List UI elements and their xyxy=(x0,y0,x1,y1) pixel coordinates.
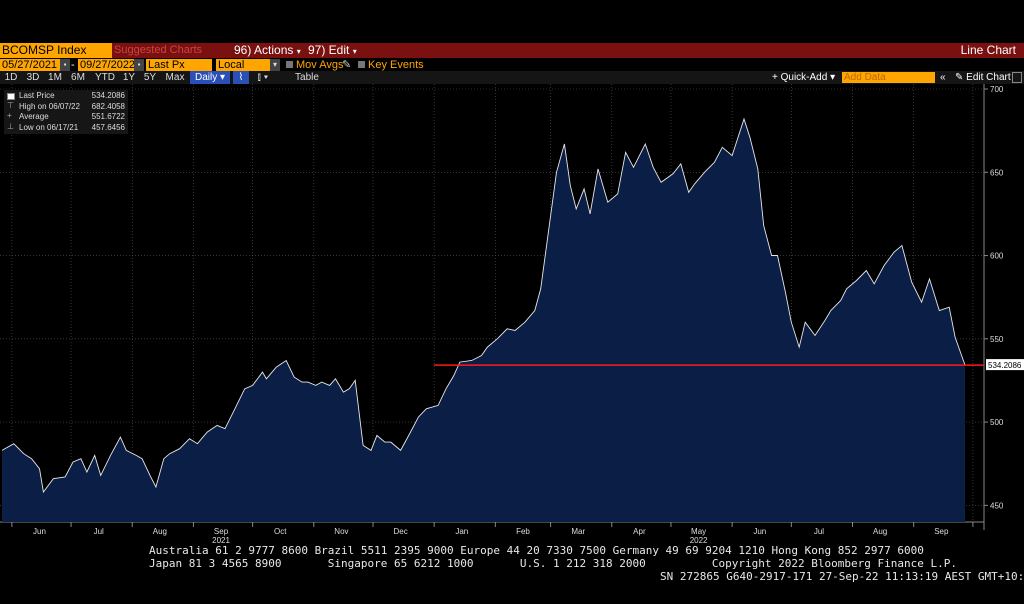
x-tick-label: Jan xyxy=(455,527,468,536)
x-tick-label: Aug xyxy=(153,527,167,536)
x-tick-label: Jun xyxy=(33,527,46,536)
price-chart: 450 500 550 600 650 700 534.2086 Jun Jul Aug Sep O… xyxy=(0,84,1024,545)
x-tick-label: Sep xyxy=(934,527,949,536)
range-3d-button[interactable]: 3D xyxy=(26,72,40,83)
legend-high-label: High on 06/07/22 xyxy=(19,101,80,111)
edit-label: 97) Edit xyxy=(308,43,350,57)
ticker-input[interactable]: BCOMSP Index xyxy=(0,43,112,58)
y-tick-label: 650 xyxy=(990,168,1004,177)
legend-low-value: 457.6456 xyxy=(91,122,125,132)
range-bar xyxy=(0,71,1024,84)
end-date-field[interactable]: 09/27/2022 xyxy=(78,59,136,71)
mov-avgs-label[interactable]: Mov Avgs xyxy=(296,59,344,71)
legend-last-label: Last Price xyxy=(19,91,55,100)
key-events-checkbox[interactable] xyxy=(358,61,365,68)
x-tick-label: Jul xyxy=(814,527,824,536)
x-tick-label: Mar xyxy=(571,527,585,536)
period-select[interactable]: Daily ▾ xyxy=(190,71,230,84)
x-tick-label: Oct xyxy=(274,527,287,536)
average-marker-icon: + xyxy=(7,111,12,120)
y-tick-label: 700 xyxy=(990,85,1004,94)
legend-avg-label: Average xyxy=(19,112,49,121)
last-price-label: 534.2086 xyxy=(988,361,1022,370)
x-tick-label: Jun xyxy=(753,527,766,536)
footer-session-info: SN 272865 G640-2917-171 27-Sep-22 11:13:… xyxy=(660,570,1024,583)
period-label: Daily xyxy=(194,72,218,83)
caret-down-icon: ▾ xyxy=(352,47,357,56)
actions-label: 96) Actions xyxy=(234,43,294,57)
y-axis: 450 500 550 600 650 700 534.2086 xyxy=(984,85,1024,510)
x-tick-label: Jul xyxy=(94,527,104,536)
edit-menu[interactable]: 97) Edit ▾ xyxy=(308,43,357,59)
range-1y-button[interactable]: 1Y xyxy=(122,72,136,83)
calendar-icon[interactable]: ▪ xyxy=(60,59,70,71)
start-date-field[interactable]: 05/27/2021 xyxy=(0,59,60,71)
range-ytd-button[interactable]: YTD xyxy=(95,72,115,83)
x-tick-label: May xyxy=(691,527,706,536)
title-bar xyxy=(0,43,1024,58)
footer-phone-line-2: Japan 81 3 4565 8900 Singapore 65 6212 1… xyxy=(149,557,957,570)
legend-high-value: 682.4058 xyxy=(91,101,125,111)
chart-type-label: Line Chart xyxy=(960,43,1016,57)
range-1m-button[interactable]: 1M xyxy=(48,72,62,83)
legend-avg-value: 551.6722 xyxy=(91,112,125,121)
last-price-swatch xyxy=(7,93,15,100)
range-1d-button[interactable]: 1D xyxy=(4,72,18,83)
x-tick-label: Apr xyxy=(633,527,646,536)
edit-chart-button[interactable]: ✎ Edit Chart xyxy=(955,72,1011,83)
add-data-input[interactable]: Add Data xyxy=(842,72,935,83)
line-style-icon[interactable]: ⌇ xyxy=(233,71,249,84)
last-price-label-box xyxy=(986,359,1024,371)
x-tick-label: Aug xyxy=(873,527,887,536)
high-marker-icon: ⊤ xyxy=(7,100,14,110)
range-6m-button[interactable]: 6M xyxy=(71,72,85,83)
range-5y-button[interactable]: 5Y xyxy=(143,72,157,83)
calendar-icon[interactable]: ▪ xyxy=(134,59,144,71)
x-tick-label: Feb xyxy=(516,527,530,536)
y-tick-label: 550 xyxy=(990,335,1004,344)
legend-last-value: 534.2086 xyxy=(91,91,125,100)
mov-avgs-checkbox[interactable] xyxy=(286,61,293,68)
y-tick-label: 600 xyxy=(990,252,1004,261)
edit-chart-label: Edit Chart xyxy=(966,72,1011,83)
range-max-button[interactable]: Max xyxy=(165,72,185,83)
x-tick-label: Sep xyxy=(214,527,229,536)
x-tick-label: Nov xyxy=(334,527,348,536)
table-button[interactable]: Table xyxy=(295,72,319,83)
currency-select[interactable]: Local CCY xyxy=(216,59,270,83)
suggested-charts-button[interactable]: Suggested Charts xyxy=(114,44,203,56)
quick-add-button[interactable]: + Quick-Add ▾ xyxy=(772,72,836,83)
legend-low-label: Low on 06/17/21 xyxy=(19,122,79,132)
quick-add-label: Quick-Add xyxy=(780,72,828,83)
low-marker-icon: ⊥ xyxy=(7,121,14,131)
x-year-label: 2022 xyxy=(690,536,708,545)
key-events-label[interactable]: Key Events xyxy=(368,59,424,71)
price-area xyxy=(2,119,965,522)
dropdown-arrow-icon[interactable]: ▾ xyxy=(270,59,280,71)
bar-style-icon[interactable]: ⫾ ▾ xyxy=(257,72,269,83)
x-axis: Jun Jul Aug Sep Oct Nov Dec Jan Feb Mar Apr May Jun J… xyxy=(11,522,974,545)
field-select[interactable]: Last Px xyxy=(146,59,212,71)
date-separator: - xyxy=(71,59,75,71)
y-tick-label: 450 xyxy=(990,501,1004,510)
x-year-label: 2021 xyxy=(212,536,230,545)
pencil-icon[interactable]: ✎ xyxy=(342,59,352,71)
footer-phone-line-1: Australia 61 2 9777 8600 Brazil 5511 239… xyxy=(149,544,924,557)
chart-legend: Last Price 534.2086 ⊤ High on 06/07/22 682.… xyxy=(4,90,128,134)
actions-menu[interactable]: 96) Actions ▾ xyxy=(234,43,301,59)
y-tick-label: 500 xyxy=(990,418,1004,427)
expand-icon[interactable] xyxy=(1012,72,1022,83)
x-tick-label: Dec xyxy=(394,527,408,536)
price-line xyxy=(1,117,966,494)
collapse-icon[interactable]: « xyxy=(940,72,946,83)
caret-down-icon: ▾ xyxy=(296,47,301,56)
